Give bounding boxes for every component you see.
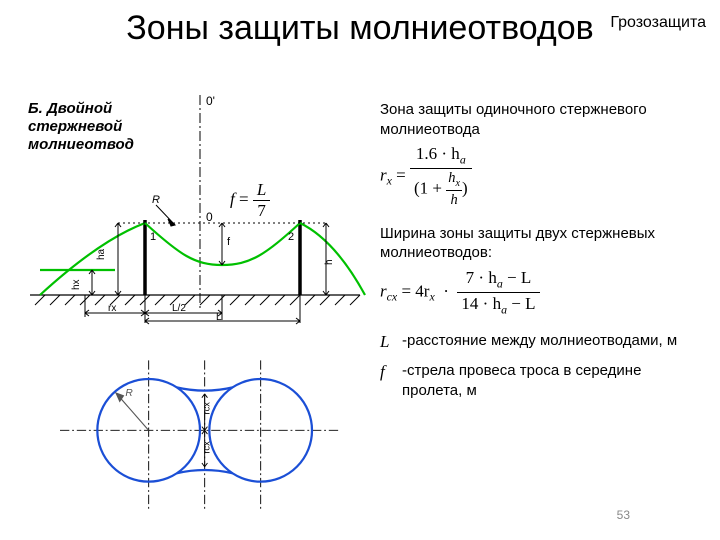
def-list: L -расстояние между молниеотводами, м f …	[380, 331, 700, 400]
label-0p: 0'	[206, 95, 215, 108]
rhs-panel: Зона защиты одиночного стержневого молни…	[380, 100, 700, 408]
label-h: h	[324, 259, 335, 265]
double-zone-label: Ширина зоны защиты двух стержневых молни…	[380, 224, 700, 263]
corner-label: Грозозащита	[610, 14, 706, 32]
page-number: 53	[617, 508, 630, 522]
label-rcx-top: rcx	[201, 402, 211, 415]
label-f: f	[227, 236, 231, 248]
label-hx: hx	[71, 279, 82, 290]
label-R-plan: R	[125, 388, 133, 399]
label-rx: rx	[108, 303, 116, 314]
single-zone-label: Зона защиты одиночного стержневого молни…	[380, 100, 700, 139]
formula-rcx: rcx = 4rx · 7 · ha − L 14 · ha − L	[380, 267, 700, 318]
def-item: L -расстояние между молниеотводами, м	[380, 331, 700, 353]
diagram-plan: R rcx rcx	[60, 350, 340, 520]
label-R: R	[152, 194, 160, 206]
label-ha: ha	[96, 248, 107, 260]
def-item: f -стрела провеса троса в середине проле…	[380, 361, 700, 400]
formula-rx: rx = 1.6 · ha (1 + hxh)	[380, 143, 700, 210]
label-Lhalf: L/2	[172, 303, 186, 314]
label-1: 1	[150, 231, 156, 243]
label-0: 0	[206, 210, 213, 224]
label-L: L	[216, 312, 222, 323]
diagram-elevation: 0' 0 f R 1 2 ha hx h rx L/2 L	[30, 95, 370, 325]
label-2: 2	[288, 231, 294, 243]
label-rcx-bot: rcx	[201, 441, 211, 454]
